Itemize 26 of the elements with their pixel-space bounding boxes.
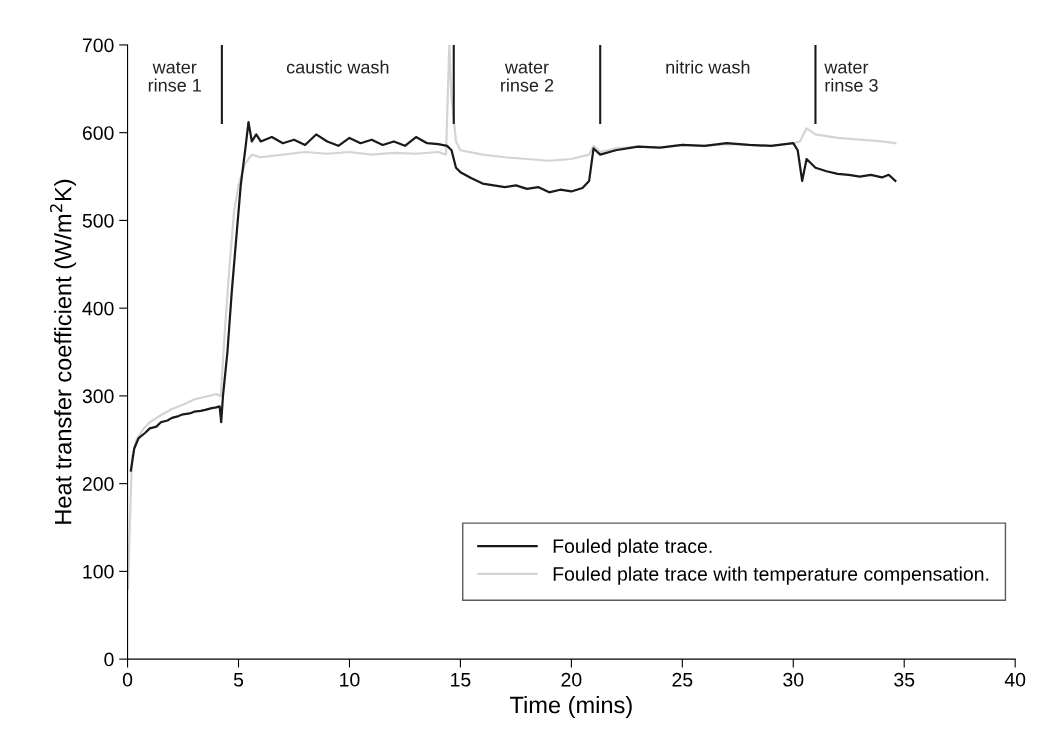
y-tick-label: 200 bbox=[82, 477, 114, 491]
x-tick-label: 10 bbox=[340, 672, 360, 687]
y-axis-title: Heat transfer coefficient (W/m$^{2}$K) bbox=[49, 179, 77, 524]
annotation: water rinse 3 bbox=[824, 61, 878, 92]
y-tick-label: 700 bbox=[82, 38, 114, 53]
y-tick-label: 100 bbox=[83, 564, 114, 579]
annotation: nitric wash bbox=[666, 60, 750, 74]
x-tick-label: 5 bbox=[233, 673, 244, 687]
x-tick-label: 25 bbox=[672, 672, 693, 687]
annotation: water rinse 1 bbox=[148, 61, 201, 92]
y-tick-label: 300 bbox=[82, 389, 114, 404]
y-tick-label: 500 bbox=[82, 213, 114, 228]
x-tick-label: 40 bbox=[1004, 672, 1026, 687]
annotation: caustic wash bbox=[286, 60, 389, 74]
x-tick-label: 30 bbox=[783, 672, 804, 687]
x-tick-label: 20 bbox=[561, 672, 582, 687]
legend-label: Fouled plate trace with temperature compensation. bbox=[553, 566, 989, 585]
annotation: water rinse 2 bbox=[501, 61, 554, 92]
legend-label: Fouled plate trace. bbox=[553, 538, 712, 557]
x-axis-title: Time (mins) bbox=[510, 696, 632, 718]
y-tick-label: 600 bbox=[82, 126, 114, 140]
x-tick-label: 15 bbox=[451, 673, 471, 687]
x-tick-label: 35 bbox=[894, 672, 915, 687]
x-tick-label: 0 bbox=[122, 672, 133, 687]
y-tick-label: 400 bbox=[82, 301, 114, 316]
y-tick-label: 0 bbox=[104, 652, 114, 667]
